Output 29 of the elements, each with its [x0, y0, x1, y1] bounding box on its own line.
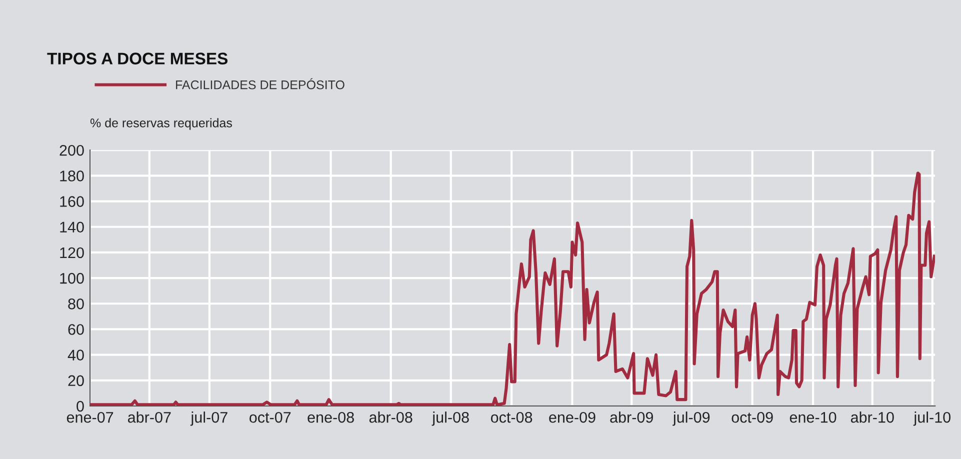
x-tick-label: jul-10 [913, 412, 950, 426]
x-tick-label: oct-08 [490, 412, 532, 423]
y-tick-label: 180 [60, 170, 84, 182]
y-tick-label: 40 [68, 350, 84, 360]
x-tick-label: abr-09 [610, 412, 653, 423]
y-tick-label: 0 [76, 400, 84, 412]
y-tick-label: 80 [68, 298, 84, 310]
y-axis-title: % de reservas requeridas [90, 118, 232, 130]
x-tick-label: oct-07 [250, 412, 291, 423]
x-tick-label: oct-09 [732, 412, 773, 423]
x-tick-label: ene-08 [308, 412, 354, 423]
x-tick-label: jul-07 [190, 412, 228, 426]
x-tick-label: ene-10 [790, 412, 836, 423]
x-tick-label: jul-09 [672, 412, 710, 426]
y-tick-label: 160 [60, 196, 84, 207]
x-tick-label: abr-08 [369, 412, 412, 423]
y-tick-label: 60 [68, 324, 84, 335]
y-tick-label: 140 [60, 222, 84, 233]
x-tick-label: ene-07 [66, 412, 114, 423]
y-tick-label: 200 [60, 144, 84, 156]
chart-title: TIPOS A DOCE MESES [47, 52, 228, 64]
x-tick-label: abr-10 [850, 412, 894, 423]
y-tick-label: 20 [68, 375, 84, 386]
x-tick-label: abr-07 [128, 412, 171, 423]
x-tick-label: jul-08 [432, 412, 469, 426]
y-tick-label: 120 [60, 247, 84, 258]
y-tick-label: 100 [60, 272, 84, 284]
x-tick-label: ene-09 [549, 412, 596, 423]
text: FACILIDADES DE DEPÓSITO [176, 78, 344, 90]
